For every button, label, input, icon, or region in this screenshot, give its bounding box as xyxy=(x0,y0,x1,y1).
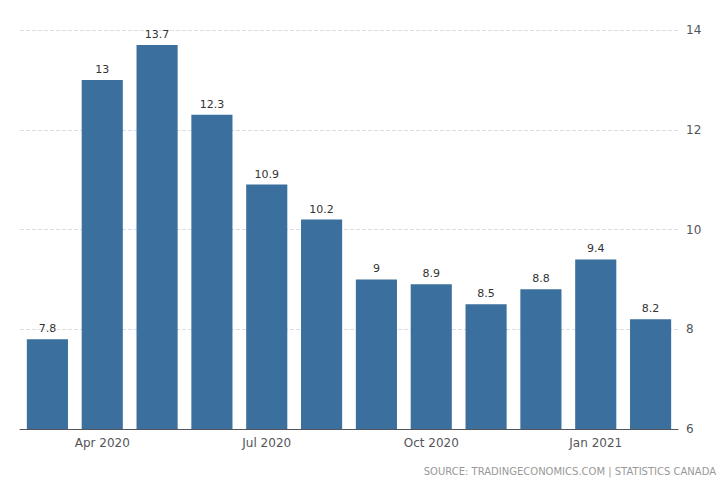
svg-text:8.8: 8.8 xyxy=(532,272,550,285)
svg-text:Jan 2021: Jan 2021 xyxy=(568,436,622,450)
svg-text:Apr 2020: Apr 2020 xyxy=(75,436,130,450)
svg-text:8: 8 xyxy=(686,322,694,336)
svg-text:9: 9 xyxy=(373,262,380,275)
svg-text:7.8: 7.8 xyxy=(39,322,57,335)
svg-text:Oct 2020: Oct 2020 xyxy=(404,436,459,450)
svg-text:13.7: 13.7 xyxy=(145,28,170,41)
svg-text:12.3: 12.3 xyxy=(200,98,225,111)
svg-text:9.4: 9.4 xyxy=(587,242,605,255)
svg-text:8.9: 8.9 xyxy=(423,267,441,280)
svg-text:14: 14 xyxy=(686,23,701,37)
svg-text:10.9: 10.9 xyxy=(255,168,280,181)
svg-text:6: 6 xyxy=(686,422,694,436)
svg-text:8.2: 8.2 xyxy=(642,302,660,315)
svg-text:13: 13 xyxy=(95,63,109,76)
svg-text:10.2: 10.2 xyxy=(309,203,334,216)
svg-text:12: 12 xyxy=(686,123,701,137)
svg-text:10: 10 xyxy=(686,223,701,237)
svg-text:SOURCE: TRADINGECONOMICS.COM |: SOURCE: TRADINGECONOMICS.COM | STATISTIC… xyxy=(424,466,716,478)
svg-text:Jul 2020: Jul 2020 xyxy=(241,436,291,450)
svg-text:8.5: 8.5 xyxy=(477,287,495,300)
